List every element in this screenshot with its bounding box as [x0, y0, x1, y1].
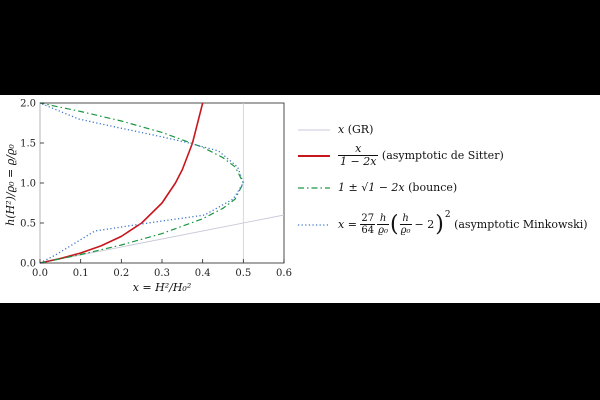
chart: 0.0 0.1 0.2 0.3 0.4 0.5 0.6 0.0 0.5 1.0 1.5 2.0 x …	[4, 99, 292, 295]
legend-mink-h: h	[379, 213, 387, 224]
series-line-1	[39, 102, 204, 264]
legend-mink-lhs: x =	[338, 218, 357, 231]
x-tick-label-0: 0.0	[32, 268, 48, 279]
x-tick-label-1: 0.1	[73, 268, 89, 279]
legend-desitter-text: (asymptotic de Sitter)	[381, 149, 504, 162]
figure-panel: 0.0 0.1 0.2 0.3 0.4 0.5 0.6 0.0 0.5 1.0 1.5 2.0 x …	[0, 95, 600, 303]
series-group	[39, 102, 285, 264]
legend-mink-den: 64	[360, 224, 376, 236]
legend-item-desitter: x 1 − 2x (asymptotic de Sitter)	[298, 143, 504, 168]
y-tick-label-4: 2.0	[20, 99, 36, 110]
x-axis-label: x = H²/H₀²	[133, 281, 192, 294]
legend-desitter-den: 1 − 2x	[338, 155, 379, 168]
y-axis-label: h(H²)/ϱ₀ = ϱ/ϱ₀	[4, 144, 17, 226]
legend-swatch-bounce	[298, 186, 330, 189]
legend-mink-frac1: 27 64	[360, 213, 376, 236]
legend-mink-rho: ϱ₀	[377, 224, 390, 236]
y-tick-label-2: 1.0	[20, 179, 36, 190]
legend-mink-frac3: h ϱ₀	[399, 213, 412, 236]
legend-swatch-minkowski	[298, 223, 330, 226]
legend-desitter-fraction: x 1 − 2x	[338, 142, 379, 168]
legend-gr-formula: x	[338, 123, 345, 136]
x-tick-label-4: 0.4	[195, 268, 211, 279]
series-line-2	[39, 102, 244, 264]
y-tick-label-1: 0.5	[20, 219, 36, 230]
legend-item-minkowski: x = 27 64 h ϱ₀ ( h ϱ₀ − 2 ) 2 (asymptoti…	[298, 209, 588, 236]
x-tick-label-6: 0.6	[276, 268, 292, 279]
legend-item-bounce: 1 ± √1 − 2x (bounce)	[298, 181, 457, 194]
y-axis-ticks: 0.0 0.5 1.0 1.5 2.0	[20, 99, 44, 270]
x-tick-label-5: 0.5	[235, 268, 251, 279]
legend-mink-power: 2	[444, 209, 451, 220]
legend-mink-text: (asymptotic Minkowski)	[454, 218, 588, 231]
legend-mink-inner: − 2	[414, 218, 435, 231]
legend-mink-num: 27	[361, 213, 375, 224]
legend-gr-text: (GR)	[347, 123, 374, 136]
legend-bounce-formula: 1 ± √1 − 2x	[338, 181, 405, 194]
x-tick-label-3: 0.3	[154, 268, 170, 279]
legend-mink-h2: h	[402, 213, 409, 224]
legend-bounce-text: (bounce)	[408, 181, 458, 194]
x-tick-label-2: 0.2	[113, 268, 129, 279]
x-axis-ticks: 0.0 0.1 0.2 0.3 0.4 0.5 0.6	[32, 259, 292, 279]
series-line-3	[39, 102, 244, 264]
legend-mink-rho2: ϱ₀	[399, 224, 412, 236]
y-tick-label-3: 1.5	[20, 139, 36, 150]
legend-item-gr: x (GR)	[298, 123, 373, 136]
y-tick-label-0: 0.0	[20, 259, 36, 270]
legend-mink-frac2: h ϱ₀	[377, 213, 390, 236]
legend-swatch-gr	[298, 129, 330, 130]
legend-swatch-desitter	[298, 154, 330, 157]
legend-desitter-num: x	[355, 142, 362, 155]
